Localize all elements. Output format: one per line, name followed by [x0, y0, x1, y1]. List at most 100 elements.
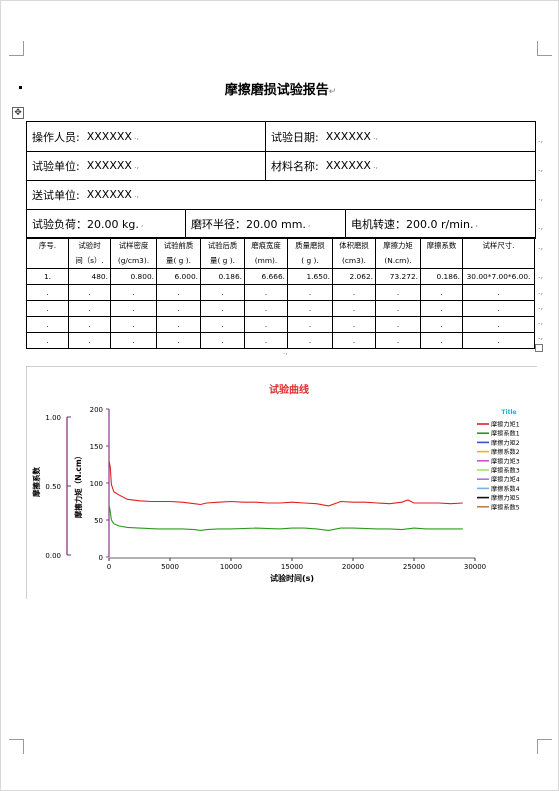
column-header-line2: 间（s）.	[68, 253, 111, 269]
table-cell[interactable]: .	[156, 300, 201, 317]
load-cell: 试验负荷：20.00 kg.,	[32, 217, 144, 231]
material-value[interactable]: XXXXXX	[325, 159, 371, 172]
row-end-mark: .,	[538, 242, 544, 251]
x-axis-label: 试验时间(s)	[270, 573, 314, 583]
table-cell[interactable]: .	[375, 300, 421, 317]
row-end-mark: .,	[538, 332, 544, 341]
table-cell[interactable]: .	[156, 332, 201, 349]
table-cell[interactable]: .	[420, 284, 463, 301]
table-cell[interactable]: 0.800.	[110, 268, 157, 285]
table-cell[interactable]: 2.062.	[332, 268, 376, 285]
ring-radius-text[interactable]: 磨环半径：20.00 mm.	[191, 217, 306, 231]
table-cell[interactable]: .	[156, 316, 201, 333]
table-cell[interactable]: .	[332, 332, 376, 349]
table-cell[interactable]: .	[462, 300, 535, 317]
table-cell[interactable]: .	[332, 316, 376, 333]
table-cell[interactable]: .	[287, 300, 333, 317]
table-cell[interactable]: 1.	[26, 268, 69, 285]
y-axis-tick-label: 0	[99, 554, 103, 562]
column-header: 序号.	[26, 237, 69, 253]
info-row-2: 试验单位: XXXXXX., 材料名称: XXXXXX.,	[27, 151, 535, 181]
table-cell[interactable]: .	[110, 284, 157, 301]
table-cell[interactable]: 73.272.	[375, 268, 421, 285]
table-cell[interactable]: .	[68, 284, 111, 301]
table-cell[interactable]: .	[332, 284, 376, 301]
table-cell[interactable]: .	[287, 316, 333, 333]
sender-label: 送试单位:	[32, 188, 80, 202]
column-header: 试样密度	[110, 237, 157, 253]
table-cell[interactable]: .	[420, 300, 463, 317]
table-cell[interactable]: .	[110, 300, 157, 317]
table-cell[interactable]: .	[26, 284, 69, 301]
table-cell[interactable]: .	[110, 332, 157, 349]
column-header: 摩擦系数	[420, 237, 463, 253]
table-row: ...........	[26, 284, 535, 301]
table-cell[interactable]: .	[200, 284, 245, 301]
left-axis-tick-label: 0.50	[45, 483, 61, 491]
table-move-handle-icon[interactable]: ✥	[12, 107, 24, 119]
operator-value[interactable]: XXXXXX	[86, 130, 132, 143]
table-cell[interactable]: .	[26, 332, 69, 349]
column-header: 试验时	[68, 237, 111, 253]
column-header-line2: (cm3).	[332, 253, 376, 269]
table-cell[interactable]: .	[420, 332, 463, 349]
table-cell[interactable]: 6.666.	[244, 268, 288, 285]
table-cell[interactable]: .	[244, 284, 288, 301]
test-unit-value[interactable]: XXXXXX	[86, 159, 132, 172]
x-axis-tick-label: 0	[107, 563, 111, 571]
table-cell[interactable]: .	[68, 332, 111, 349]
column-header-line2: 量( g ).	[200, 253, 245, 269]
crop-mark-top-left	[9, 41, 24, 56]
table-cell[interactable]: .	[244, 332, 288, 349]
table-cell[interactable]: .	[287, 284, 333, 301]
y-axis-tick-label: 150	[90, 443, 103, 451]
table-cell[interactable]: .	[110, 316, 157, 333]
table-cell[interactable]: .	[68, 300, 111, 317]
table-cell[interactable]: .	[375, 332, 421, 349]
table-cell[interactable]: 30.00*7.00*6.00.	[462, 268, 535, 285]
table-cell[interactable]: .	[156, 284, 201, 301]
table-cell[interactable]: .	[26, 300, 69, 317]
motor-speed-text[interactable]: 电机转速：200.0 r/min.	[351, 217, 474, 231]
column-header-line2: (mm).	[244, 253, 288, 269]
table-cell[interactable]: .	[200, 316, 245, 333]
table-cell[interactable]: .	[462, 284, 535, 301]
table-cell[interactable]: .	[200, 332, 245, 349]
column-header-line2	[420, 253, 463, 269]
table-cell[interactable]: .	[244, 316, 288, 333]
bullet-marker	[19, 86, 22, 89]
info-row-3: 送试单位: XXXXXX.,	[27, 180, 535, 210]
table-cell[interactable]: .	[287, 332, 333, 349]
load-text[interactable]: 试验负荷：20.00 kg.	[32, 217, 139, 231]
table-cell[interactable]: .	[68, 316, 111, 333]
table-cell[interactable]: .	[244, 300, 288, 317]
x-axis-tick-label: 15000	[281, 563, 303, 571]
sender-value[interactable]: XXXXXX	[86, 188, 132, 201]
table-cell[interactable]: .	[26, 316, 69, 333]
table-cell[interactable]: .	[200, 300, 245, 317]
column-header: 摩擦力矩	[375, 237, 421, 253]
table-cell[interactable]: 1.650.	[287, 268, 333, 285]
row-end-mark: .,	[538, 222, 544, 231]
table-cell[interactable]: .	[332, 300, 376, 317]
table-cell[interactable]: 480.	[68, 268, 111, 285]
table-cell[interactable]: 0.186.	[420, 268, 463, 285]
table-cell[interactable]: 6.000.	[156, 268, 201, 285]
info-table: 操作人员: XXXXXX., 试验日期: XXXXXX., 试验单位: XXXX…	[26, 121, 536, 239]
column-header: 试验前质	[156, 237, 201, 253]
table-cell[interactable]: .	[420, 316, 463, 333]
sender-cell: 送试单位: XXXXXX.,	[32, 188, 140, 202]
column-header-line2: (N.cm).	[375, 253, 421, 269]
table-resize-handle-icon[interactable]	[535, 344, 543, 352]
table-cell[interactable]: 0.186.	[200, 268, 245, 285]
table-cell[interactable]: .	[462, 316, 535, 333]
column-header: 质量磨损	[287, 237, 333, 253]
friction-chart[interactable]: 试验曲线 1.00 0.50 0.00 摩擦系数 200 150 100 50 0 摩擦力矩（N.c…	[26, 366, 537, 599]
column-header: 体积磨损	[332, 237, 376, 253]
results-table: 序号. 试验时 试样密度 试验前质 试验后质 磨痕宽度 质量磨损 体积磨损 摩擦力矩 摩擦系数 试样…	[26, 237, 535, 349]
table-cell[interactable]: .	[375, 316, 421, 333]
table-cell[interactable]: .	[375, 284, 421, 301]
table-cell[interactable]: .	[462, 332, 535, 349]
test-date-value[interactable]: XXXXXX	[325, 130, 371, 143]
test-unit-cell: 试验单位: XXXXXX.,	[32, 159, 140, 173]
